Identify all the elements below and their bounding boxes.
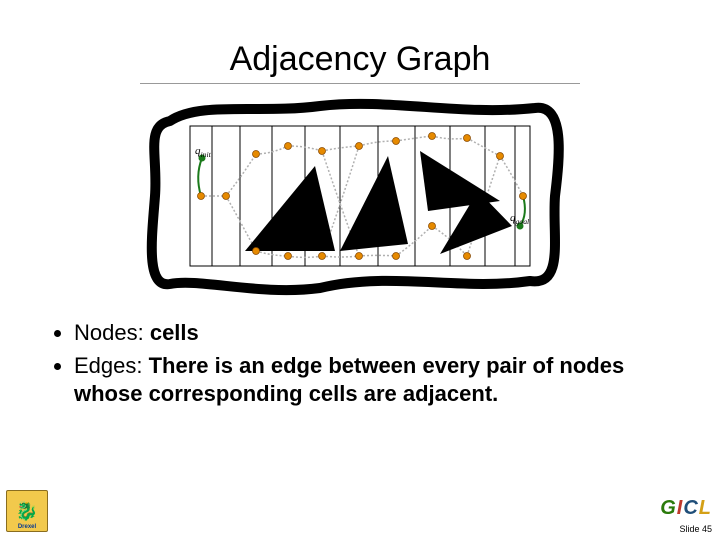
list-item: Edges: There is an edge between every pa… — [74, 352, 660, 409]
bullet-prefix: Edges: — [74, 353, 149, 378]
logo-letter: G — [660, 497, 677, 519]
bullet-bold: There is an edge between every pair of n… — [74, 353, 624, 407]
logo-letter: L — [699, 497, 712, 519]
gicl-logo: GICL — [660, 497, 712, 520]
adjacency-diagram: qinitqgoal — [140, 96, 580, 301]
title-underline — [140, 83, 580, 84]
list-item: Nodes: cells — [74, 319, 660, 348]
logo-letter: C — [683, 497, 698, 519]
slide-number: Slide 45 — [679, 524, 712, 534]
drexel-logo: 🐉 Drexel — [6, 490, 48, 532]
dragon-icon: 🐉 — [16, 501, 38, 522]
diagram-svg: qinitqgoal — [140, 96, 580, 301]
drexel-text: Drexel — [18, 524, 36, 530]
page-title: Adjacency Graph — [60, 40, 660, 79]
bullet-prefix: Nodes: — [74, 320, 150, 345]
bullet-bold: cells — [150, 320, 199, 345]
slide-container: Adjacency Graph qinitqgoal Nodes: cells … — [0, 0, 720, 540]
bullet-list: Nodes: cells Edges: There is an edge bet… — [74, 319, 660, 409]
